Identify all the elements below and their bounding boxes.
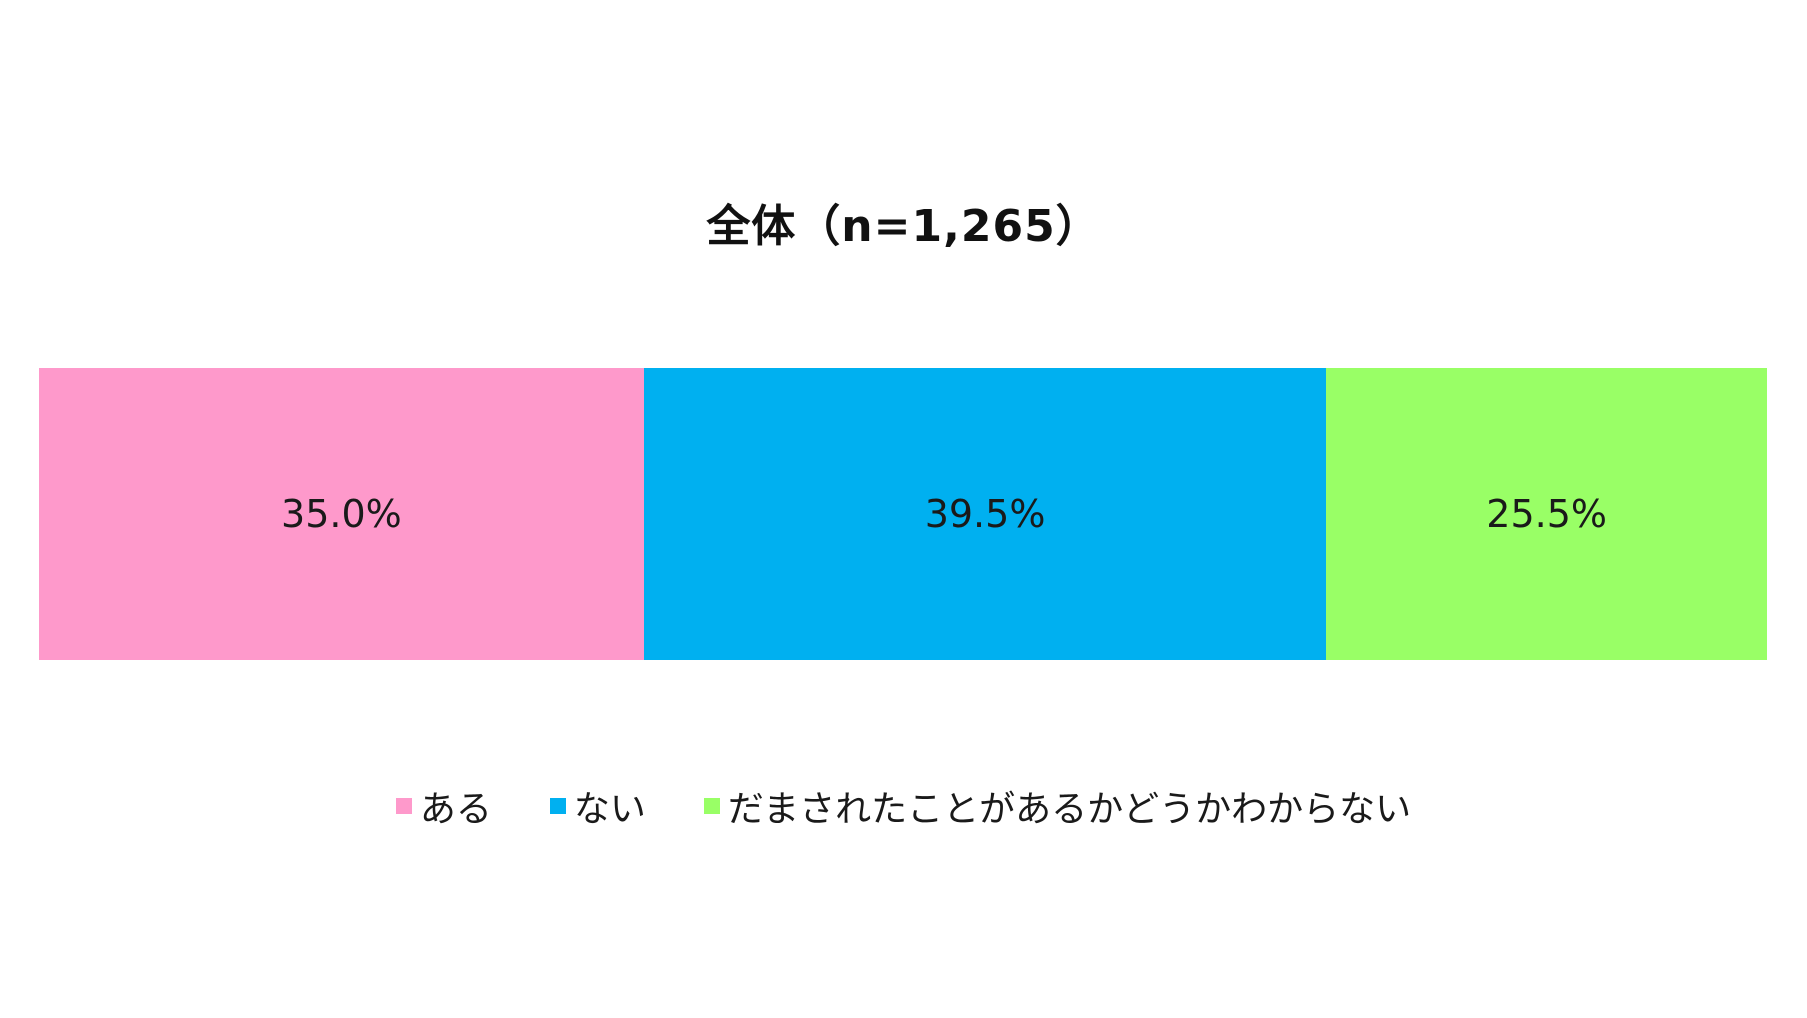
legend-item-2: ない — [549, 780, 646, 832]
legend-swatch-1 — [395, 798, 412, 814]
legend-label-1: ある — [419, 789, 492, 830]
legend-label-2: ない — [573, 789, 646, 830]
bar-segment-3: 25.5% — [1326, 368, 1767, 660]
legend-swatch-3 — [703, 798, 720, 814]
stacked-bar: 35.0% 39.5% 25.5% — [39, 368, 1767, 660]
legend-label-3: だまされたことがあるかどうかわからない — [727, 789, 1412, 830]
legend-item-3: だまされたことがあるかどうかわからない — [703, 780, 1412, 832]
bar-segment-2: 39.5% — [643, 368, 1327, 660]
data-label-2: 39.5% — [924, 492, 1046, 536]
legend-item-1: ある — [395, 780, 492, 832]
chart-title: 全体（n=1,265） — [706, 201, 1101, 252]
legend-swatch-2 — [549, 798, 566, 814]
data-label-1: 35.0% — [281, 492, 402, 536]
chart-legend: ある ない だまされたことがあるかどうかわからない — [0, 780, 1807, 832]
bar-segment-1: 35.0% — [39, 368, 644, 660]
data-label-3: 25.5% — [1486, 492, 1608, 536]
